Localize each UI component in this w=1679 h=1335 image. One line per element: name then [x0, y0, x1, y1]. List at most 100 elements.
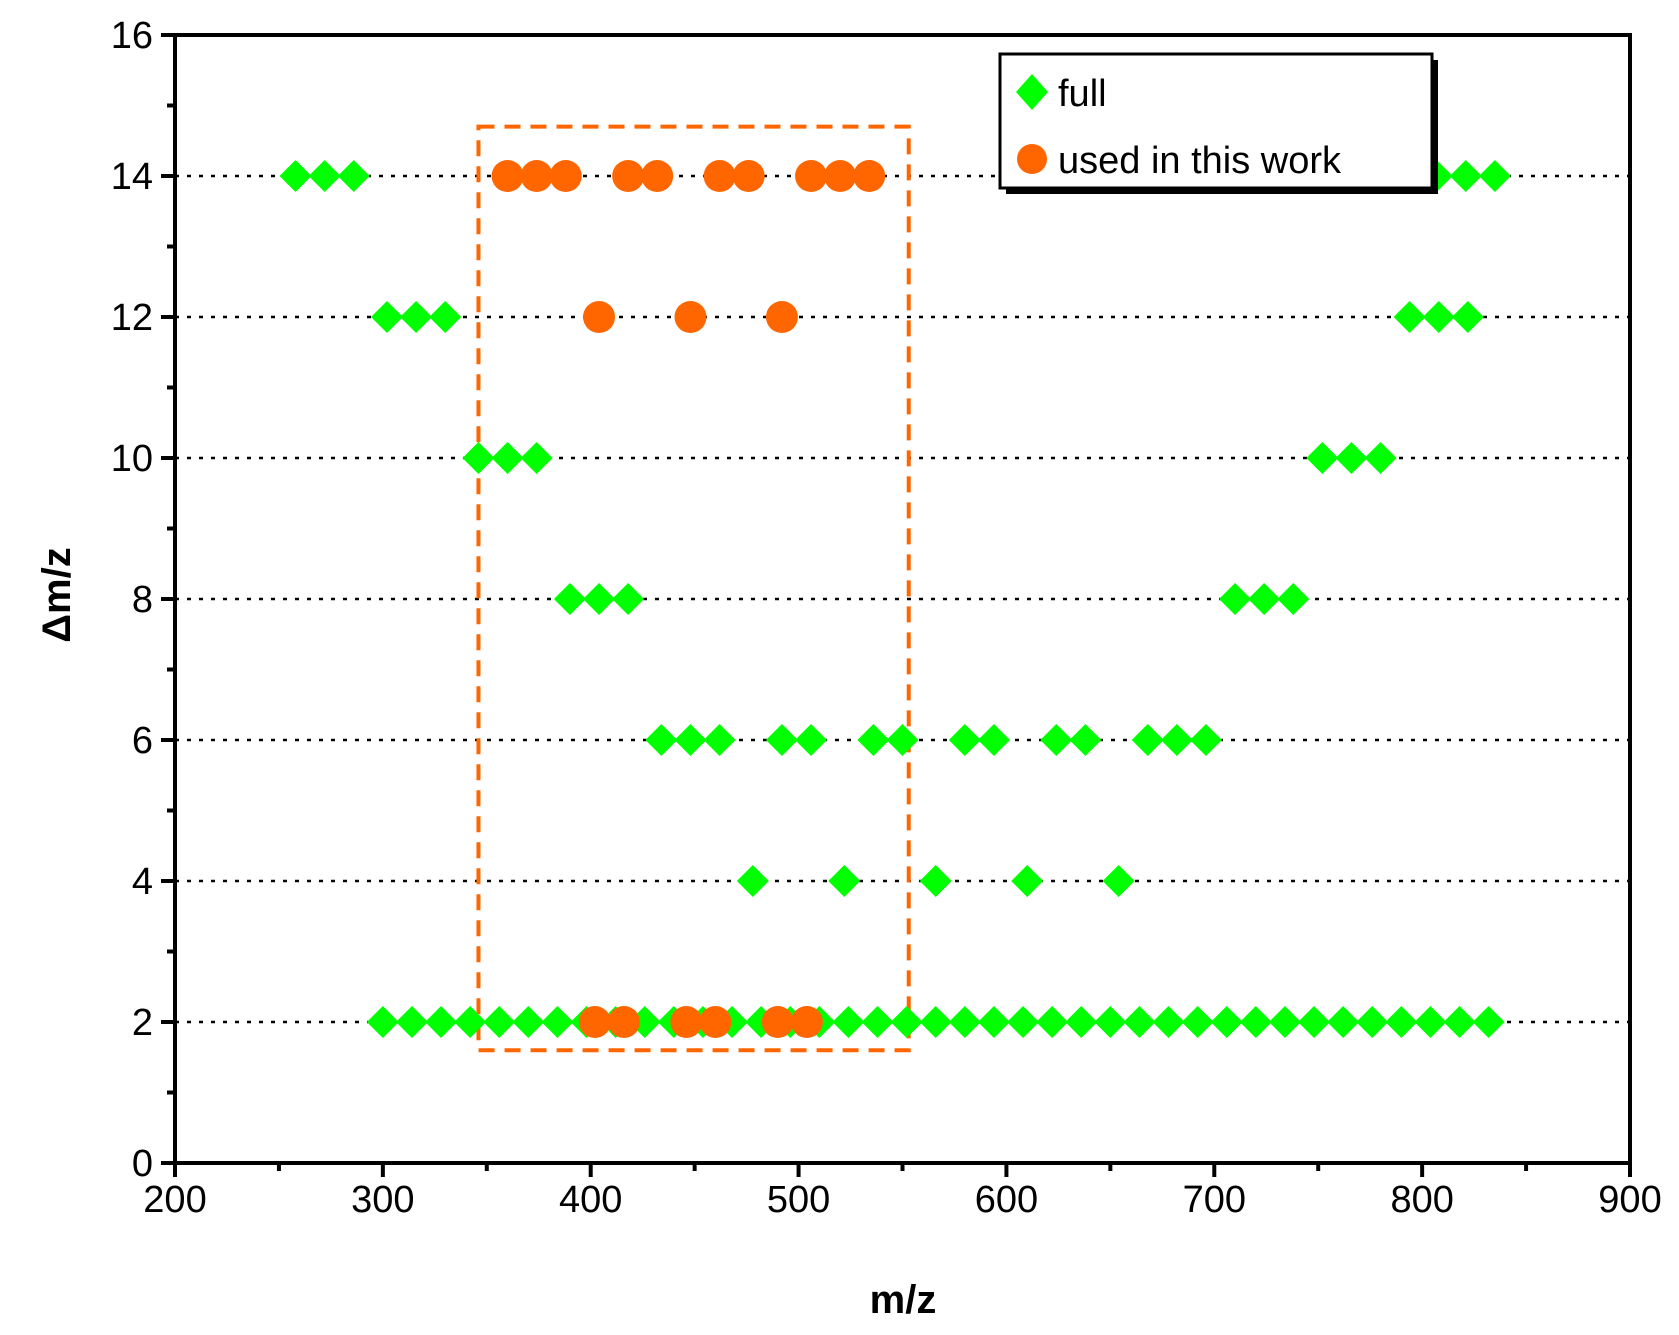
point-full [541, 1006, 574, 1038]
point-full [948, 1006, 981, 1038]
point-used [795, 160, 828, 192]
x-tick-label: 800 [1390, 1179, 1453, 1221]
point-full [948, 724, 981, 756]
point-full [1414, 1006, 1447, 1038]
point-full [371, 301, 404, 333]
legend-marker-full [1016, 74, 1048, 110]
point-full [1094, 1006, 1127, 1038]
point-full [795, 724, 828, 756]
point-full [1449, 160, 1482, 192]
point-used [703, 160, 736, 192]
point-full [1268, 1006, 1301, 1038]
point-full [553, 583, 586, 615]
point-full [1131, 724, 1164, 756]
y-axis-title: Δm/z [35, 547, 79, 642]
x-axis-title: m/z [870, 1278, 937, 1322]
point-full [828, 865, 861, 897]
series-used [491, 160, 886, 1038]
point-full [1210, 1006, 1243, 1038]
point-full [1393, 301, 1426, 333]
point-used [520, 160, 553, 192]
point-full [1189, 724, 1222, 756]
axes [161, 33, 1632, 1177]
point-used [491, 160, 524, 192]
y-tick-labels: 0 2 4 6 8 10 12 14 16 [111, 15, 153, 1185]
legend-label-full: full [1058, 73, 1107, 115]
point-used [578, 1006, 611, 1038]
point-full [400, 301, 433, 333]
y-tick-label: 0 [132, 1143, 153, 1185]
point-used [761, 1006, 794, 1038]
point-used [670, 1006, 703, 1038]
point-full [1181, 1006, 1214, 1038]
point-used [641, 160, 674, 192]
point-full [1443, 1006, 1476, 1038]
point-full [1356, 1006, 1389, 1038]
point-full [703, 724, 736, 756]
point-full [1385, 1006, 1418, 1038]
point-full [1248, 583, 1281, 615]
point-full [919, 1006, 952, 1038]
point-full [395, 1006, 428, 1038]
y-tick-label: 12 [111, 297, 153, 339]
highlight-box-rect [476, 124, 911, 1053]
point-full [765, 724, 798, 756]
point-full [1298, 1006, 1331, 1038]
point-full [886, 724, 919, 756]
point-used [612, 160, 645, 192]
point-full [1364, 442, 1397, 474]
point-full [1160, 724, 1193, 756]
point-full [890, 1006, 923, 1038]
point-used [790, 1006, 823, 1038]
point-full [1472, 1006, 1505, 1038]
gridlines [175, 174, 1630, 1024]
x-tick-label: 500 [767, 1179, 830, 1221]
point-used [549, 160, 582, 192]
point-full [674, 724, 707, 756]
legend-marker-used [1017, 144, 1047, 174]
point-full [1069, 724, 1102, 756]
point-full [1040, 724, 1073, 756]
point-used [607, 1006, 640, 1038]
point-full [462, 442, 495, 474]
point-full [483, 1006, 516, 1038]
point-full [308, 160, 341, 192]
point-full [1478, 160, 1511, 192]
point-used [824, 160, 857, 192]
point-full [279, 160, 312, 192]
point-used [732, 160, 765, 192]
point-full [857, 724, 890, 756]
point-full [583, 583, 616, 615]
point-full [1335, 442, 1368, 474]
point-full [1451, 301, 1484, 333]
series-full [279, 160, 1511, 1038]
x-tick-labels: 200 300 400 500 600 700 800 900 [143, 1179, 1661, 1221]
point-full [1277, 583, 1310, 615]
point-full [1327, 1006, 1360, 1038]
y-tick-label: 14 [111, 156, 153, 198]
x-tick-label: 400 [559, 1179, 622, 1221]
y-tick-label: 8 [132, 579, 153, 621]
point-used [583, 301, 616, 333]
y-tick-label: 6 [132, 720, 153, 762]
point-full [429, 301, 462, 333]
x-tick-label: 900 [1598, 1179, 1661, 1221]
point-full [1152, 1006, 1185, 1038]
y-tick-label: 4 [132, 861, 153, 903]
point-full [512, 1006, 545, 1038]
point-full [861, 1006, 894, 1038]
point-full [977, 1006, 1010, 1038]
point-full [1306, 442, 1339, 474]
point-full [337, 160, 370, 192]
point-full [366, 1006, 399, 1038]
point-full [1102, 865, 1135, 897]
legend-label-used: used in this work [1058, 140, 1342, 182]
point-full [425, 1006, 458, 1038]
highlight-box [476, 124, 911, 1053]
legend-box [998, 52, 1434, 190]
point-full [520, 442, 553, 474]
point-full [919, 865, 952, 897]
point-full [1007, 1006, 1040, 1038]
point-full [1239, 1006, 1272, 1038]
